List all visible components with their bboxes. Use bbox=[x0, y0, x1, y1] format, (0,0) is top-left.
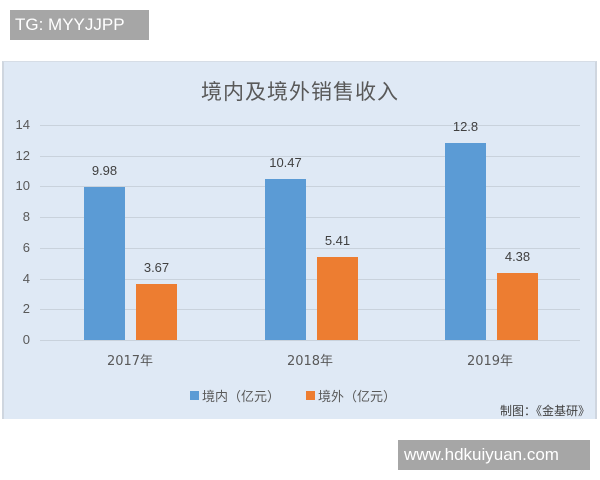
source-note: 制图：《金基研》 bbox=[499, 404, 590, 418]
y-tick-label: 10 bbox=[15, 178, 30, 193]
legend-label-domestic: 境内（亿元） bbox=[202, 390, 281, 405]
data-label-overseas-1: 5.41 bbox=[324, 233, 351, 248]
y-tick-label: 12 bbox=[15, 148, 30, 163]
bar-overseas-2 bbox=[497, 273, 538, 340]
gridline bbox=[40, 125, 580, 126]
gridline bbox=[40, 186, 580, 187]
gridline bbox=[40, 340, 580, 341]
y-tick-label: 4 bbox=[22, 271, 30, 286]
x-tick-2018: 2018年 bbox=[286, 354, 334, 369]
data-label-overseas-2: 4.38 bbox=[504, 249, 531, 264]
x-tick-2019: 2019年 bbox=[466, 354, 514, 369]
data-label-overseas-0: 3.67 bbox=[143, 260, 170, 275]
legend-label-overseas: 境外（亿元） bbox=[318, 390, 397, 405]
y-tick-label: 8 bbox=[22, 209, 30, 224]
bar-domestic-0 bbox=[84, 187, 125, 340]
watermark-top: TG: MYYJJPP bbox=[10, 10, 149, 40]
bar-domestic-1 bbox=[265, 179, 306, 340]
chart-title: 境内及境外销售收入 bbox=[201, 80, 399, 104]
chart-legend: 境内（亿元） 境外（亿元） bbox=[190, 386, 422, 405]
legend-swatch-overseas-icon bbox=[306, 391, 316, 400]
gridline bbox=[40, 156, 580, 157]
data-label-domestic-0: 9.98 bbox=[91, 163, 118, 178]
legend-item-overseas: 境外（亿元） bbox=[306, 386, 396, 405]
gridline bbox=[40, 217, 580, 218]
bar-domestic-2 bbox=[445, 143, 486, 340]
x-tick-2017: 2017年 bbox=[106, 354, 154, 369]
y-tick-label: 0 bbox=[22, 332, 30, 347]
gridline bbox=[40, 279, 580, 280]
bar-overseas-1 bbox=[317, 257, 358, 340]
y-tick-label: 6 bbox=[22, 240, 30, 255]
watermark-bottom: www.hdkuiyuan.com bbox=[398, 440, 590, 470]
gridline bbox=[40, 309, 580, 310]
legend-swatch-domestic-icon bbox=[190, 391, 199, 400]
y-tick-label: 14 bbox=[15, 117, 30, 132]
y-tick-label: 2 bbox=[22, 301, 30, 316]
data-label-domestic-1: 10.47 bbox=[269, 155, 302, 170]
legend-item-domestic: 境内（亿元） bbox=[190, 386, 280, 405]
data-label-domestic-2: 12.8 bbox=[452, 119, 479, 134]
bar-overseas-0 bbox=[136, 284, 177, 340]
gridline bbox=[40, 248, 580, 249]
